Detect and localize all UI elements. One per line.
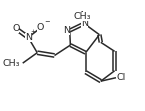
Text: Cl: Cl bbox=[117, 73, 126, 82]
Text: N: N bbox=[63, 26, 70, 35]
Text: +: + bbox=[31, 29, 36, 35]
Text: CH₃: CH₃ bbox=[73, 12, 91, 21]
Text: O: O bbox=[37, 23, 44, 32]
Text: O: O bbox=[12, 24, 19, 33]
Text: N: N bbox=[81, 19, 88, 28]
Text: −: − bbox=[45, 19, 50, 25]
Text: N: N bbox=[25, 33, 32, 42]
Text: CH₃: CH₃ bbox=[2, 59, 20, 68]
